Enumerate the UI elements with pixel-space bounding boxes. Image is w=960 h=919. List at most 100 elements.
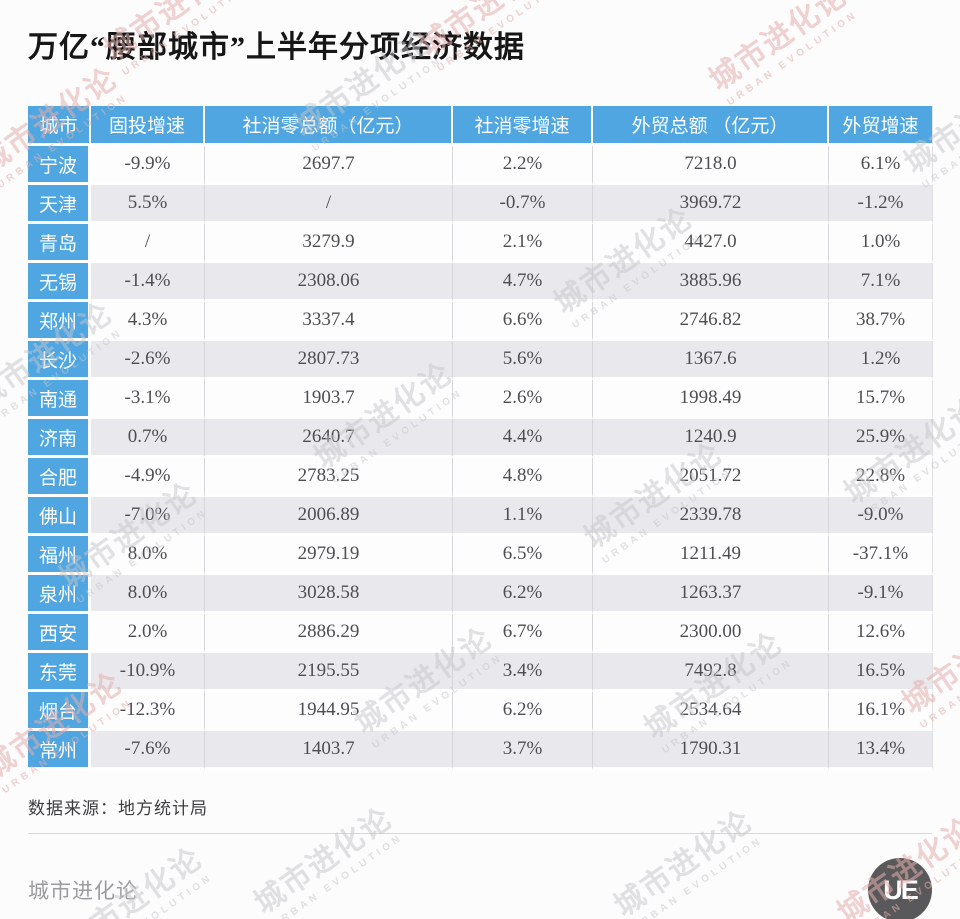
data-cell: 25.9% [829, 419, 933, 458]
city-cell: 无锡 [28, 263, 91, 302]
data-cell: 1403.7 [205, 731, 453, 770]
data-cell: -1.4% [91, 263, 205, 302]
ue-logo-icon: UE [868, 858, 932, 919]
data-cell: 4.8% [453, 458, 593, 497]
brand-name: 城市进化论 [28, 880, 138, 903]
table-row: 合肥 -4.9% 2783.25 4.8% 2051.72 22.8% [28, 458, 933, 497]
data-cell: 16.5% [829, 653, 933, 692]
data-cell: 13.4% [829, 731, 933, 770]
data-cell: / [91, 224, 205, 263]
data-cell: 2.1% [453, 224, 593, 263]
data-cell: -9.0% [829, 497, 933, 536]
data-cell: 4.4% [453, 419, 593, 458]
data-cell: 3279.9 [205, 224, 453, 263]
data-cell: 6.2% [453, 575, 593, 614]
data-cell: 2.2% [453, 146, 593, 185]
data-cell: 1240.9 [593, 419, 829, 458]
data-cell: 16.1% [829, 692, 933, 731]
city-cell: 泉州 [28, 575, 91, 614]
data-cell: 3337.4 [205, 302, 453, 341]
data-cell: 7218.0 [593, 146, 829, 185]
data-cell: / [205, 185, 453, 224]
city-cell: 郑州 [28, 302, 91, 341]
city-cell: 合肥 [28, 458, 91, 497]
table-header-row: 城市 固投增速 社消零总额（亿元） 社消零增速 外贸总额 （亿元） 外贸增速 [28, 106, 933, 146]
city-cell: 青岛 [28, 224, 91, 263]
data-cell: 0.7% [91, 419, 205, 458]
data-cell: 4427.0 [593, 224, 829, 263]
data-cell: 8.0% [91, 536, 205, 575]
data-cell: 7492.8 [593, 653, 829, 692]
data-cell: 1903.7 [205, 380, 453, 419]
data-cell: 4.3% [91, 302, 205, 341]
table-row: 济南 0.7% 2640.7 4.4% 1240.9 25.9% [28, 419, 933, 458]
data-cell: 5.5% [91, 185, 205, 224]
table-row: 东莞 -10.9% 2195.55 3.4% 7492.8 16.5% [28, 653, 933, 692]
data-cell: 6.6% [453, 302, 593, 341]
data-cell: 2534.64 [593, 692, 829, 731]
data-cell: 2339.78 [593, 497, 829, 536]
city-cell: 宁波 [28, 146, 91, 185]
data-cell: 2300.00 [593, 614, 829, 653]
table-row: 青岛/3279.9 2.1% 4427.0 1.0% [28, 224, 933, 263]
data-cell: 2979.19 [205, 536, 453, 575]
data-cell: 6.5% [453, 536, 593, 575]
data-cell: -9.1% [829, 575, 933, 614]
data-cell: 2006.89 [205, 497, 453, 536]
data-cell: 2746.82 [593, 302, 829, 341]
data-cell: -12.3% [91, 692, 205, 731]
data-cell: 1944.95 [205, 692, 453, 731]
city-cell: 福州 [28, 536, 91, 575]
data-cell: 1211.49 [593, 536, 829, 575]
footer: 城市进化论 UE [28, 858, 932, 919]
table-row: 烟台 -12.3% 1944.95 6.2% 2534.64 16.1% [28, 692, 933, 731]
table-row: 佛山 -7.0% 2006.89 1.1% 2339.78 -9.0% [28, 497, 933, 536]
city-cell: 常州 [28, 731, 91, 770]
city-cell: 天津 [28, 185, 91, 224]
data-cell: 7.1% [829, 263, 933, 302]
data-cell: -7.0% [91, 497, 205, 536]
city-cell: 佛山 [28, 497, 91, 536]
table-row: 长沙 -2.6% 2807.73 5.6% 1367.6 1.2% [28, 341, 933, 380]
data-source-note: 数据来源：地方统计局 [28, 799, 208, 818]
data-cell: 1367.6 [593, 341, 829, 380]
data-cell: 5.6% [453, 341, 593, 380]
data-cell: 22.8% [829, 458, 933, 497]
data-cell: 2807.73 [205, 341, 453, 380]
data-cell: 1.2% [829, 341, 933, 380]
data-cell: 3028.58 [205, 575, 453, 614]
data-cell: 1.1% [453, 497, 593, 536]
column-header: 城市 [28, 106, 91, 146]
column-header: 外贸增速 [829, 106, 933, 146]
data-cell: 1790.31 [593, 731, 829, 770]
city-cell: 烟台 [28, 692, 91, 731]
table-row: 无锡 -1.4% 2308.06 4.7% 3885.96 7.1% [28, 263, 933, 302]
data-cell: -2.6% [91, 341, 205, 380]
data-cell: 2697.7 [205, 146, 453, 185]
column-header: 固投增速 [91, 106, 205, 146]
data-cell: 2886.29 [205, 614, 453, 653]
data-cell: 2051.72 [593, 458, 829, 497]
table-row: 西安 2.0% 2886.29 6.7% 2300.00 12.6% [28, 614, 933, 653]
data-cell: 12.6% [829, 614, 933, 653]
table-row: 宁波 -9.9% 2697.7 2.2% 7218.0 6.1% [28, 146, 933, 185]
table-row: 郑州 4.3% 3337.4 6.6% 2746.82 38.7% [28, 302, 933, 341]
data-cell: 2640.7 [205, 419, 453, 458]
column-header: 社消零总额（亿元） [205, 106, 453, 146]
data-cell: 15.7% [829, 380, 933, 419]
data-cell: -7.6% [91, 731, 205, 770]
data-cell: 6.7% [453, 614, 593, 653]
table-row: 天津 5.5% / -0.7% 3969.72 -1.2% [28, 185, 933, 224]
data-cell: 2308.06 [205, 263, 453, 302]
data-cell: 6.1% [829, 146, 933, 185]
data-cell: 4.7% [453, 263, 593, 302]
economic-data-table: 城市 固投增速 社消零总额（亿元） 社消零增速 外贸总额 （亿元） 外贸增速 宁波 -9.9… [28, 106, 933, 770]
data-cell: -10.9% [91, 653, 205, 692]
city-cell: 南通 [28, 380, 91, 419]
data-cell: 1263.37 [593, 575, 829, 614]
data-cell: -9.9% [91, 146, 205, 185]
data-cell: 38.7% [829, 302, 933, 341]
column-header: 社消零增速 [453, 106, 593, 146]
city-cell: 西安 [28, 614, 91, 653]
data-cell: -0.7% [453, 185, 593, 224]
